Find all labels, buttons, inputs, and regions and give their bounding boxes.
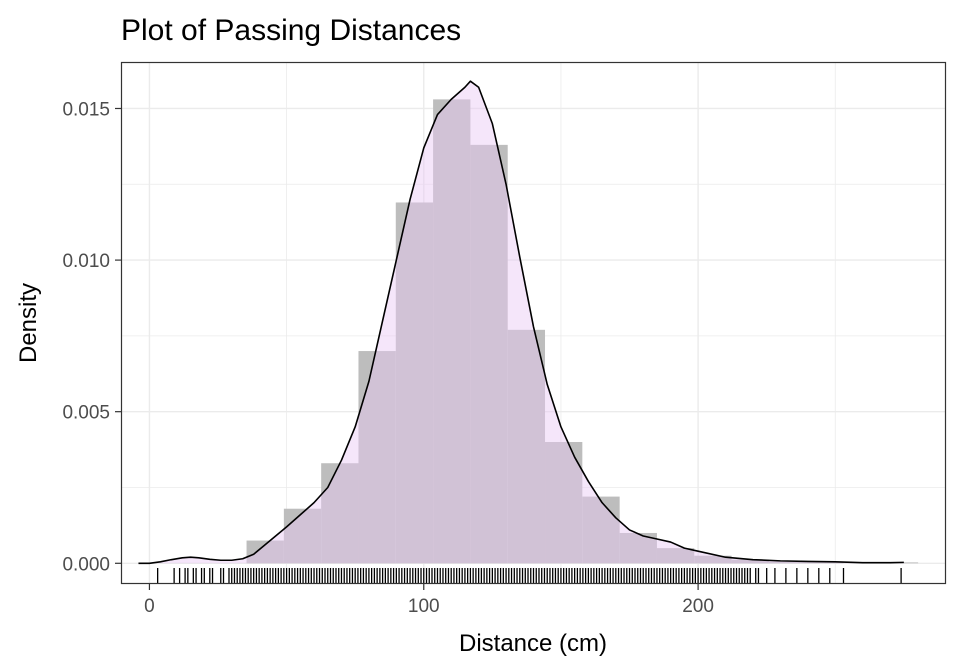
y-axis-title: Density	[15, 283, 42, 363]
histogram-bar	[582, 496, 620, 564]
y-tick-label: 0.000	[62, 554, 110, 575]
histogram-bar	[470, 144, 508, 564]
histogram-bar	[656, 548, 695, 564]
y-tick-label: 0.005	[62, 403, 110, 424]
panel-border	[120, 61, 947, 585]
histogram-bar	[694, 555, 732, 564]
histogram-bars	[246, 99, 919, 564]
rug-marks	[157, 568, 902, 583]
density-line	[138, 80, 904, 565]
x-tick-label: 0	[144, 596, 155, 617]
histogram-bar	[731, 559, 769, 564]
x-axis-title: Distance (cm)	[459, 630, 607, 657]
y-tick-label: 0.010	[62, 251, 110, 272]
histogram-bar	[768, 561, 807, 564]
histogram-bar	[507, 329, 546, 564]
histogram-bar	[433, 99, 471, 564]
histogram-bar	[358, 351, 396, 564]
histogram-bar	[246, 540, 284, 564]
density-curve-group	[138, 80, 904, 565]
chart-title: Plot of Passing Distances	[121, 14, 461, 47]
axis-ticks: 0 100 200 0.000 0.005 0.010 0.015	[62, 99, 713, 617]
histogram-bar	[806, 562, 844, 564]
x-tick-label: 100	[408, 596, 440, 617]
y-tick-label: 0.015	[62, 99, 110, 120]
density-area	[138, 81, 904, 564]
x-tick-label: 200	[682, 596, 714, 617]
histogram-bar	[321, 463, 359, 564]
histogram-bar	[395, 202, 434, 564]
histogram-bar	[283, 508, 322, 564]
histogram-bar	[545, 442, 583, 564]
